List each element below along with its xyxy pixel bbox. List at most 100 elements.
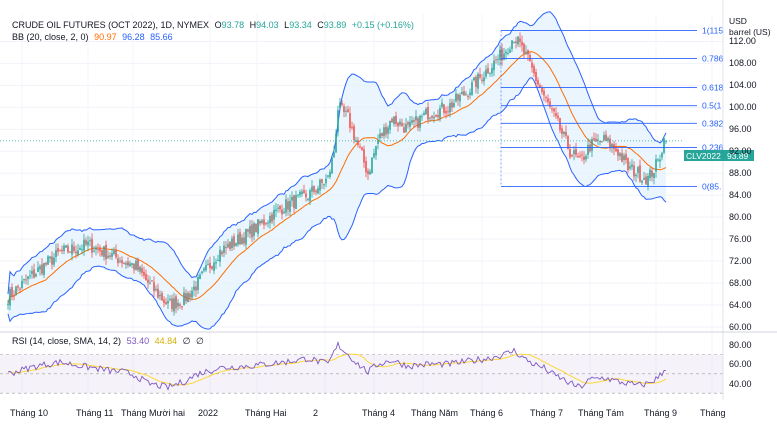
bollinger-fill [8,11,666,330]
candle-body [225,247,227,249]
candles[interactable] [7,32,667,316]
candle-body [63,245,65,251]
candle-body [179,304,181,306]
candle-body [437,114,439,118]
candle-body [113,250,115,254]
candle-body [223,245,225,253]
candle-body [111,253,113,257]
candle-body [43,263,45,275]
candle-body [427,106,429,120]
candle-body [585,156,587,160]
candle-body [495,59,497,61]
candle-body [91,238,93,253]
time-tick-label: Tháng Năm [411,408,459,418]
candle-body [429,117,431,119]
candle-body [313,186,315,192]
price-tick-label: 96.00 [729,124,752,135]
high-label: H [249,20,257,30]
candle-body [19,288,21,290]
candle-body [567,136,569,149]
low-label: L [284,20,290,30]
candle-body [409,121,411,127]
candle-body [211,266,213,269]
candle-body [17,285,19,288]
candle-body [71,244,73,255]
candle-body [383,127,385,137]
candle-body [583,156,585,160]
candle-body [23,279,25,281]
candle-body [129,263,131,266]
candle-body [387,127,389,134]
candle-body [221,251,223,255]
fibonacci-retracement[interactable]: 1(115 0.786 0.618 0.5(1 0.382 0.236 0(85. [0,25,724,191]
rsi-pane[interactable] [0,340,723,394]
candle-body [603,134,605,141]
candle-body [527,50,529,55]
candle-body [333,152,335,158]
candle-body [37,267,39,272]
candle-body [325,178,327,184]
candle-body [655,159,657,172]
candle-body [109,255,111,257]
candle-body [291,196,293,201]
price-tick-label: 108.00 [729,58,757,69]
candle-body [373,153,375,158]
axis-unit-measure: barrel (US) [729,27,771,37]
symbol-legend[interactable]: CRUDE OIL FUTURES (OCT 2022), 1D, NYMEX … [12,20,417,30]
candle-body [361,147,363,151]
candle-body [619,153,621,157]
candle-body [631,164,633,167]
candle-body [483,77,485,82]
candle-body [345,110,347,112]
bb-lower-line [7,77,667,330]
rsi-legend[interactable]: RSI (14, close, SMA, 14, 2) 53.40 44.84 … [12,336,207,347]
price-tick-label: 92.00 [729,146,752,157]
candle-body [393,116,395,124]
candle-body [219,249,221,262]
fib-level-label: 0.786 [702,53,724,63]
candle-body [229,242,231,249]
candle-body [35,273,37,277]
bollinger-band-fill [8,11,666,330]
open-value: 93.78 [221,20,245,30]
candle-body [271,214,273,222]
candle-body [69,251,71,253]
rsi-empty-1: ∅ [182,336,191,346]
candle-body [245,229,247,245]
fib-level-label: 1(115 [702,25,723,35]
candle-body [479,74,481,78]
candle-body [87,241,89,246]
candle-body [579,155,581,157]
candle-body [531,62,533,68]
candle-body [499,49,501,60]
candle-body [621,153,623,162]
candle-body [121,260,123,264]
candle-body [379,133,381,139]
fib-level-label: 0.236 [702,142,724,152]
candle-body [639,165,641,182]
rsi-tick-label: 60.00 [729,359,752,370]
candle-body [157,288,159,298]
candle-body [159,295,161,297]
price-tick-label: 84.00 [729,190,752,201]
candle-body [521,41,523,46]
candle-body [275,209,277,212]
candle-body [331,157,333,174]
candle-body [645,176,647,185]
candle-body [317,188,319,194]
candle-body [265,223,267,225]
candle-body [183,292,185,306]
candle-body [279,205,281,210]
candle-body [165,302,167,305]
open-label: O [214,20,222,30]
candle-body [385,126,387,135]
candle-body [637,167,639,173]
candle-body [575,148,577,155]
candle-body [241,237,243,245]
candle-body [145,274,147,281]
rsi-tick-label: 40.00 [729,378,752,389]
candle-body [347,109,349,113]
bb-legend[interactable]: BB (20, close, 2, 0) 90.97 96.28 85.66 [12,32,176,42]
candle-body [247,229,249,232]
